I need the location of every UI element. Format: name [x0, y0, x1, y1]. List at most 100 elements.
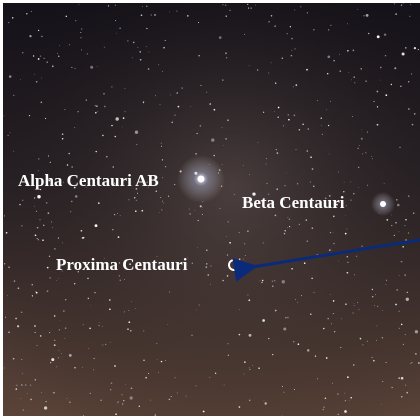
background-star: [323, 327, 325, 330]
background-star: [34, 234, 37, 237]
background-star: [382, 310, 383, 312]
background-star: [110, 341, 111, 343]
background-star: [244, 33, 245, 35]
background-star: [367, 32, 370, 35]
background-star: [346, 271, 349, 274]
background-star: [271, 280, 273, 282]
background-star: [259, 280, 261, 282]
background-star: [324, 197, 327, 200]
background-star: [385, 362, 387, 364]
background-star: [35, 80, 38, 83]
background-star: [291, 50, 293, 52]
background-star: [281, 57, 284, 59]
background-star: [227, 119, 229, 122]
background-star: [170, 395, 172, 398]
background-star: [346, 228, 348, 230]
background-star: [4, 215, 5, 217]
background-star: [134, 130, 139, 134]
background-star: [103, 258, 105, 259]
background-star: [247, 3, 249, 6]
background-star: [154, 14, 156, 16]
background-star: [393, 3, 396, 5]
background-star: [298, 223, 300, 225]
background-star: [393, 234, 396, 237]
background-star: [371, 156, 373, 157]
background-star: [133, 196, 136, 199]
background-star: [39, 55, 42, 57]
background-star: [270, 15, 273, 17]
background-star: [365, 80, 367, 82]
background-star: [248, 367, 250, 369]
background-star: [249, 174, 251, 175]
background-star: [98, 322, 100, 323]
background-star: [345, 205, 347, 207]
background-star: [131, 301, 132, 303]
background-star: [143, 359, 145, 362]
background-star: [81, 28, 83, 30]
background-star: [124, 111, 126, 113]
background-star: [243, 243, 246, 245]
background-star: [21, 384, 23, 386]
background-star: [37, 29, 40, 32]
background-star: [289, 26, 292, 28]
background-star: [300, 6, 302, 8]
background-star: [19, 203, 21, 206]
background-star: [94, 104, 97, 107]
background-star: [161, 177, 164, 179]
milky-way-glow: [3, 3, 420, 416]
background-star: [155, 95, 156, 97]
background-star: [163, 202, 165, 204]
background-star: [65, 15, 68, 18]
background-star: [117, 401, 119, 404]
background-star: [147, 186, 149, 188]
background-star: [244, 255, 246, 256]
background-star: [360, 137, 363, 140]
background-star: [73, 186, 76, 189]
background-star: [17, 287, 20, 290]
background-star: [398, 310, 400, 312]
background-star: [134, 308, 136, 310]
background-star: [77, 271, 80, 273]
background-star: [337, 171, 340, 173]
background-star: [396, 199, 398, 201]
background-star: [340, 346, 342, 349]
background-star: [190, 106, 192, 107]
background-star: [159, 212, 160, 213]
background-star: [373, 359, 375, 362]
background-star: [238, 333, 241, 336]
background-star: [326, 109, 328, 111]
background-star: [348, 72, 350, 73]
background-star: [74, 283, 76, 285]
background-star: [404, 225, 406, 227]
background-star: [102, 134, 104, 137]
background-star: [203, 410, 205, 413]
background-star: [362, 153, 364, 155]
background-star: [353, 364, 355, 366]
background-star: [54, 315, 56, 317]
background-star: [213, 154, 215, 157]
background-star: [272, 285, 274, 287]
background-star: [206, 263, 208, 265]
background-star: [326, 72, 329, 75]
beta-star: [380, 201, 386, 207]
background-star: [330, 24, 332, 26]
background-star: [314, 355, 317, 357]
background-star: [221, 164, 223, 165]
background-star: [186, 15, 189, 17]
background-star: [274, 25, 276, 27]
star-label: Proxima Centauri: [56, 255, 188, 274]
background-star: [367, 131, 369, 133]
background-star: [400, 4, 403, 6]
background-star: [353, 303, 355, 304]
background-star: [414, 330, 419, 334]
background-star: [288, 218, 291, 220]
background-star: [332, 215, 335, 218]
background-star: [262, 242, 264, 244]
background-star: [75, 185, 77, 187]
background-star: [105, 343, 107, 345]
background-star: [128, 199, 130, 201]
background-star: [138, 405, 140, 407]
background-star: [358, 309, 360, 311]
background-star: [58, 349, 60, 351]
